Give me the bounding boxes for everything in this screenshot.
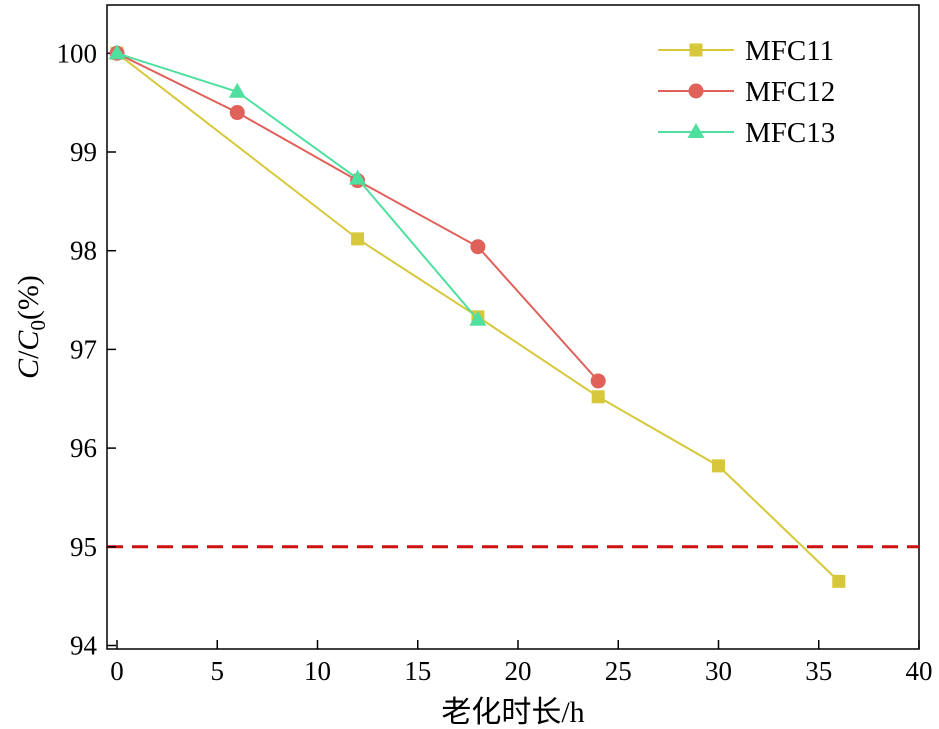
axis-ticks: 0 5 10 15 20 25 30 35 40 94 95 96 97 98 99 100: [57, 38, 933, 686]
legend-label: MFC13: [745, 117, 835, 149]
legend-label: MFC12: [745, 76, 835, 108]
data-point: [470, 239, 486, 255]
legend-label: MFC11: [745, 35, 834, 67]
y-tick-label: 94: [70, 631, 98, 661]
x-axis-label: 老化时长/h: [441, 696, 584, 729]
data-point: [351, 232, 365, 246]
x-tick-label: 35: [805, 656, 832, 686]
y-tick-label: 97: [70, 334, 97, 364]
series-line: [116, 52, 479, 321]
data-point: [591, 390, 605, 404]
y-tick-label: 100: [57, 38, 98, 68]
legend-marker: [688, 83, 704, 99]
data-point: [469, 310, 487, 326]
y-tick-label: 96: [70, 433, 97, 463]
legend-marker: [689, 43, 703, 57]
x-tick-label: 20: [505, 656, 532, 686]
data-point: [712, 459, 725, 473]
data-point: [832, 574, 846, 588]
data-point: [349, 169, 367, 185]
series-mfc13: [108, 44, 487, 326]
plot-frame: [106, 4, 920, 650]
series-line: [116, 52, 599, 382]
x-tick-label: 10: [304, 656, 331, 686]
y-tick-label: 99: [70, 137, 97, 167]
data-point: [590, 373, 606, 389]
data-point: [229, 105, 245, 121]
x-tick-label: 30: [705, 656, 732, 686]
x-tick-label: 15: [404, 656, 431, 686]
legend-marker: [687, 123, 705, 138]
data-point: [228, 82, 246, 98]
y-tick-label: 98: [70, 236, 97, 266]
x-tick-label: 5: [211, 656, 225, 686]
series-line: [116, 52, 840, 583]
y-axis-label: C/C0(%): [12, 275, 50, 379]
x-tick-label: 0: [110, 656, 124, 686]
x-tick-label: 25: [605, 656, 632, 686]
x-tick-label: 40: [906, 656, 933, 686]
legend: MFC11 MFC12 MFC13: [658, 35, 835, 149]
y-tick-label: 95: [70, 532, 97, 562]
series-layer: [108, 44, 846, 588]
series-mfc12: [109, 45, 606, 389]
data-point: [108, 44, 126, 60]
